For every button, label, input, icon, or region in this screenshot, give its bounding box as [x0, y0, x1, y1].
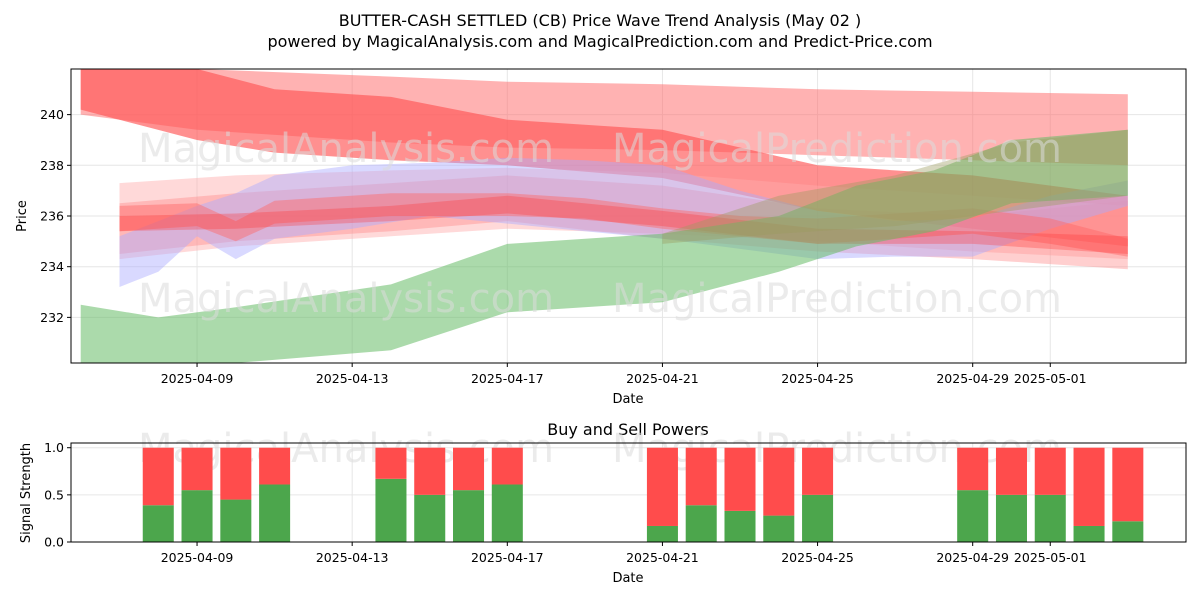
signal-chart-title: Buy and Sell Powers [547, 420, 709, 439]
band-group [80, 69, 1128, 363]
sell-bar [181, 447, 213, 491]
buy-bar [763, 515, 795, 542]
watermark-prediction: MagicalPrediction.com [612, 126, 1062, 172]
sell-bar [375, 447, 407, 479]
sell-bar [453, 447, 485, 491]
sell-bar [491, 447, 523, 485]
sell-bar [724, 447, 756, 511]
y-tick-label: 232 [40, 310, 64, 325]
sell-bar [259, 447, 291, 485]
buy-bar [685, 505, 717, 542]
sell-bar [763, 447, 795, 516]
signal-y-axis-label: Signal Strength [19, 443, 34, 543]
price-wave-bands [80, 69, 1128, 363]
price-x-axis-label: Date [612, 392, 643, 407]
x-tick-label: 2025-04-17 [471, 550, 544, 565]
price-chart-panel: MagicalAnalysis.com MagicalPrediction.co… [15, 68, 1187, 407]
buy-bar [375, 478, 407, 542]
sell-bar [802, 447, 834, 495]
buy-bar [181, 490, 213, 542]
x-tick-label: 2025-04-13 [316, 371, 389, 386]
wave-band-0 [80, 69, 1128, 166]
x-tick-label: 2025-05-01 [1014, 550, 1087, 565]
sell-bar [142, 447, 174, 506]
x-tick-label: 2025-04-25 [781, 371, 854, 386]
y-tick-label: 1.0 [44, 440, 64, 455]
y-tick-label: 240 [40, 107, 64, 122]
price-watermarks: MagicalAnalysis.com MagicalPrediction.co… [138, 126, 1062, 322]
buy-bar [957, 490, 989, 542]
buy-bar [724, 510, 756, 542]
wave-band-5 [119, 193, 1128, 257]
sell-bar [1112, 447, 1144, 522]
y-tick-label: 0.0 [44, 535, 64, 550]
x-tick-label: 2025-04-13 [316, 550, 389, 565]
x-tick-label: 2025-04-25 [781, 550, 854, 565]
buy-bar [142, 505, 174, 542]
buy-bar [220, 499, 252, 542]
y-tick-label: 234 [40, 259, 64, 274]
sell-bar [220, 447, 252, 500]
x-tick-label: 2025-04-21 [626, 371, 699, 386]
price-y-axis-label: Price [15, 200, 30, 232]
watermark-analysis: MagicalAnalysis.com [138, 126, 554, 172]
buy-bar [491, 484, 523, 542]
signal-x-ticks: 2025-04-09 2025-04-13 2025-04-17 2025-04-21… [161, 542, 1087, 565]
x-tick-label: 2025-04-29 [936, 550, 1009, 565]
buy-bar [1073, 525, 1105, 542]
buy-bar [1034, 494, 1066, 542]
x-tick-label: 2025-05-01 [1014, 371, 1087, 386]
sell-bar [995, 447, 1027, 495]
watermark-prediction: MagicalPrediction.com [612, 276, 1062, 322]
wave-band-3 [119, 175, 1128, 270]
sell-bar [1073, 447, 1105, 526]
buy-bar [802, 494, 834, 542]
y-tick-label: 238 [40, 158, 64, 173]
sell-bar [646, 447, 678, 526]
price-x-ticks: 2025-04-09 2025-04-13 2025-04-17 2025-04-21… [161, 363, 1087, 386]
buy-bar [259, 484, 291, 542]
x-tick-label: 2025-04-09 [161, 371, 234, 386]
buy-bar [995, 494, 1027, 542]
signal-chart-panel: Buy and Sell Powers MagicalAnalysis.com … [19, 420, 1187, 586]
x-tick-label: 2025-04-29 [936, 371, 1009, 386]
sell-bar [957, 447, 989, 491]
signal-x-axis-label: Date [612, 571, 643, 586]
sell-bar [1034, 447, 1066, 495]
price-y-ticks: 232 234 236 238 240 [40, 107, 71, 325]
y-tick-label: 0.5 [44, 487, 64, 502]
watermark-analysis: MagicalAnalysis.com [138, 276, 554, 322]
buy-bar [414, 494, 446, 542]
x-tick-label: 2025-04-17 [471, 371, 544, 386]
buy-bar [646, 525, 678, 542]
buy-bar [453, 490, 485, 542]
watermark-prediction: MagicalPrediction.com [612, 426, 1062, 472]
wave-band-7 [80, 129, 1128, 363]
main-chart-subtitle: powered by MagicalAnalysis.com and Magic… [267, 32, 932, 51]
x-tick-label: 2025-04-21 [626, 550, 699, 565]
signal-plot-frame [70, 442, 1187, 543]
x-tick-label: 2025-04-09 [161, 550, 234, 565]
wave-band-4 [119, 157, 1128, 287]
sell-bar [414, 447, 446, 495]
wave-band-8 [662, 129, 1128, 244]
buy-bar [1112, 521, 1144, 542]
signal-y-ticks: 0.0 0.5 1.0 [44, 440, 71, 550]
sell-bar [685, 447, 717, 506]
y-tick-label: 236 [40, 209, 64, 224]
signal-bars [142, 447, 1144, 542]
main-chart-title: BUTTER-CASH SETTLED (CB) Price Wave Tren… [339, 11, 861, 30]
